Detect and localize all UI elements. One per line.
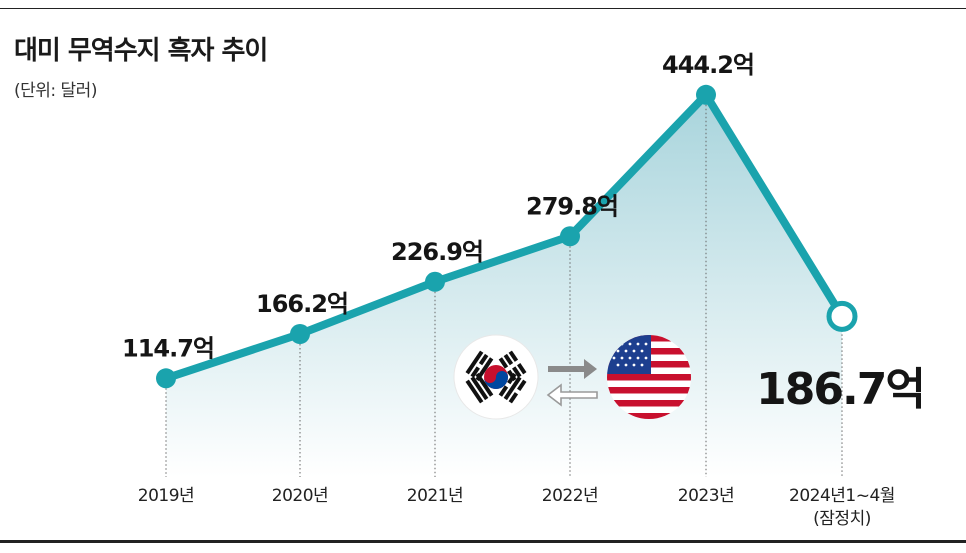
top-rule — [0, 8, 966, 9]
data-point — [156, 368, 176, 389]
bottom-rule — [0, 540, 966, 543]
x-tick-label: 2019년 — [138, 486, 194, 506]
data-label: 279.8억 — [526, 192, 618, 220]
data-label: 114.7억 — [122, 334, 214, 362]
data-point — [290, 323, 310, 344]
unit-note: (단위: 달러) — [14, 81, 97, 101]
x-tick-label: 2021년 — [407, 486, 463, 506]
exchange-arrows-icon — [546, 359, 598, 407]
data-label: 226.9억 — [391, 238, 483, 266]
x-tick-label: 2020년 — [272, 486, 328, 506]
data-label: 186.7억 — [756, 364, 924, 415]
data-point — [696, 84, 716, 105]
series-line — [162, 90, 846, 383]
x-tick-label: 2024년1~4월 — [789, 486, 895, 506]
x-tick-note: (잠정치) — [813, 509, 871, 529]
data-label: 166.2억 — [256, 290, 348, 318]
data-point — [560, 226, 580, 247]
data-label: 444.2억 — [662, 51, 754, 79]
usa-flag-icon — [607, 335, 691, 419]
x-tick-label: 2023년 — [678, 486, 734, 506]
chart-title: 대미 무역수지 흑자 추이 — [14, 36, 268, 66]
data-point — [425, 271, 445, 292]
x-tick-label: 2022년 — [542, 486, 598, 506]
data-point-highlight — [826, 300, 858, 332]
korea-flag-icon — [453, 334, 539, 420]
